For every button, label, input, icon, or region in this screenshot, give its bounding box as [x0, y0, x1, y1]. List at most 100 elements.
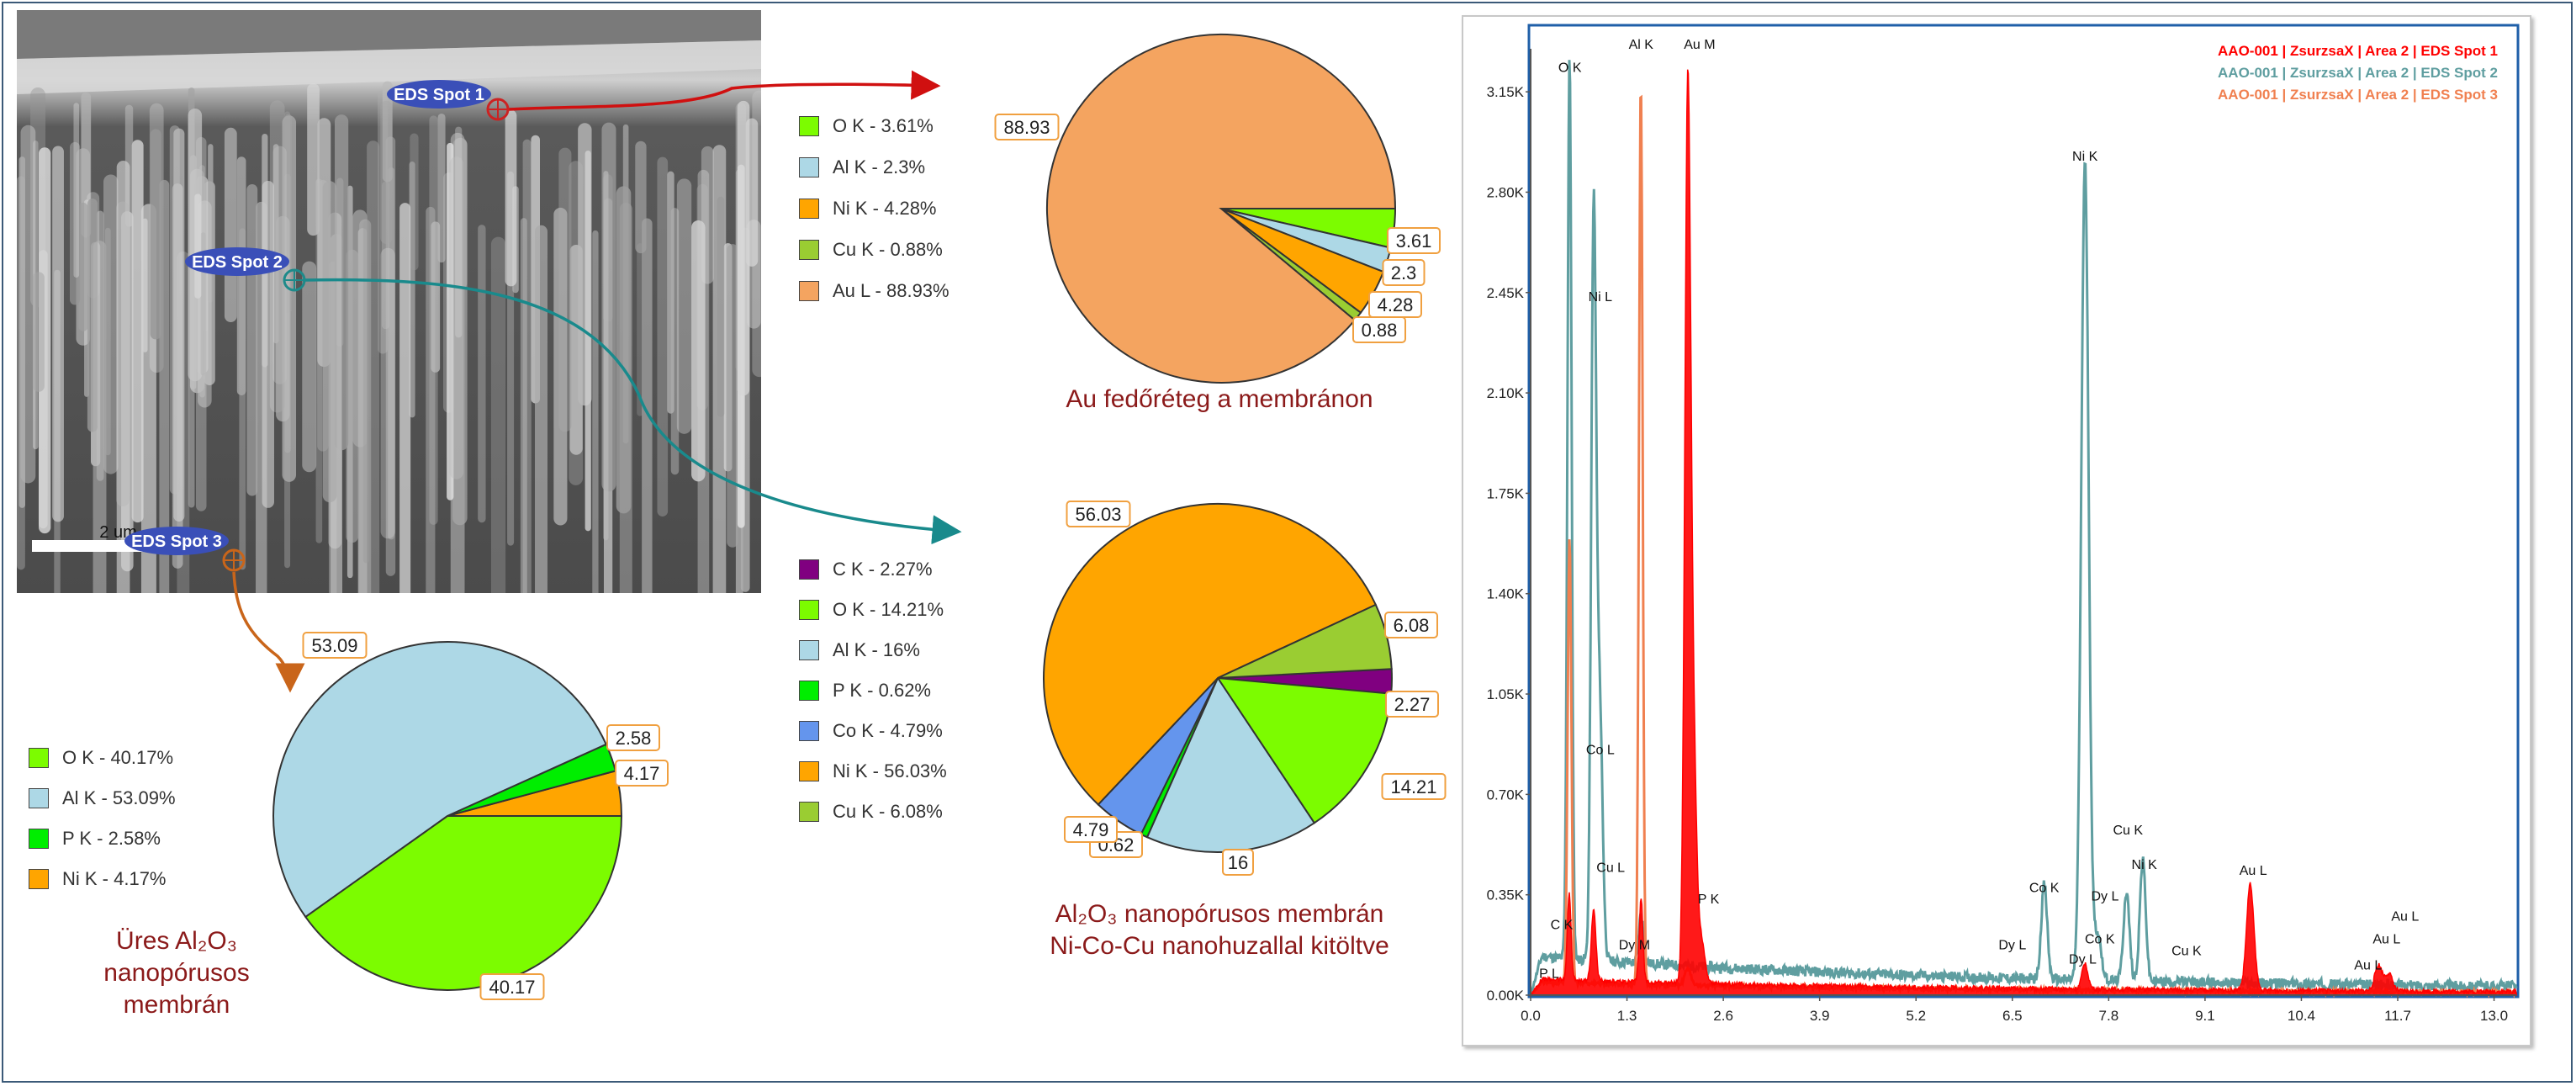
eds-spot-1: EDS Spot 1	[387, 80, 510, 121]
pie-value-label: 53.09	[302, 632, 368, 659]
pie-slice-al-k	[272, 641, 608, 919]
spot3-connector	[232, 571, 305, 693]
x-tick-label: 10.4	[2288, 1008, 2315, 1024]
nanowire	[437, 113, 446, 263]
nanowire	[676, 178, 692, 434]
pie-slice-au-l	[1046, 33, 1397, 384]
nanowire	[691, 220, 706, 482]
nanowire	[359, 219, 372, 593]
peak-label: Cu K	[2113, 824, 2143, 838]
legend-swatch	[29, 869, 49, 889]
pie-value-label: 4.17	[615, 760, 669, 787]
legend-item: Au L - 88.93%	[799, 277, 949, 305]
legend-label: O K - 40.17%	[62, 747, 174, 768]
nanowire	[409, 161, 415, 418]
legend-swatch	[29, 788, 49, 808]
nanowire	[553, 207, 568, 526]
nanowire	[584, 150, 591, 532]
peak-label: C K	[1551, 919, 1574, 933]
nanowire	[667, 171, 674, 414]
legend-item: Ni K - 56.03%	[799, 757, 947, 786]
spectrum-legend-entry: AAO-001 | ZsurzsaX | Area 2 | EDS Spot 2	[2218, 65, 2498, 81]
x-tick-label: 3.9	[1810, 1008, 1830, 1024]
nanowire	[382, 181, 389, 330]
nanowire	[335, 114, 349, 451]
nanowire	[431, 221, 441, 373]
pie-chart-3: 40.17 53.09 2.58 4.17	[272, 632, 669, 1000]
legend-swatch	[799, 761, 819, 781]
legend-item: P K - 2.58%	[29, 824, 161, 853]
nanowire	[592, 230, 599, 593]
svg-text:56.03: 56.03	[1075, 504, 1121, 525]
nanowire	[717, 196, 725, 417]
nanowire	[426, 206, 436, 593]
nanowire	[410, 133, 419, 271]
peak-label: Co K	[2029, 881, 2060, 895]
legend-item: Ni K - 4.17%	[29, 865, 167, 893]
peak-label: Ni L	[1589, 290, 1613, 305]
legend-label: P K - 0.62%	[833, 680, 931, 701]
peak-label: Co K	[2085, 933, 2115, 947]
eds-spot-2: EDS Spot 2	[185, 247, 306, 292]
peak-label: Ni K	[2132, 858, 2158, 872]
pie-value-label: 16	[1222, 849, 1254, 876]
x-tick-label: 9.1	[2195, 1008, 2215, 1024]
legend-label: Ni K - 4.28%	[833, 198, 937, 219]
legend-item: C K - 2.27%	[799, 555, 933, 584]
peak-label: Au L	[2354, 958, 2382, 972]
legend-swatch	[799, 802, 819, 822]
nanowire	[642, 218, 653, 593]
nanowire	[505, 109, 517, 287]
pie-value-label: 2.3	[1382, 259, 1426, 286]
eds-spot-2-label: EDS Spot 2	[192, 253, 283, 272]
peak-label: Au L	[2372, 933, 2400, 947]
nanowire	[236, 156, 246, 395]
y-tick-label: 1.05K	[1487, 686, 1525, 702]
y-tick-label: 2.45K	[1487, 285, 1525, 301]
legend-item: Al K - 53.09%	[29, 784, 176, 813]
nanowire	[657, 156, 669, 517]
legend-label: Co K - 4.79%	[833, 720, 943, 741]
nanowire	[747, 220, 761, 329]
caption-spot2: Al₂O₃ nanopórusos membrán Ni-Co-Cu nanoh…	[997, 898, 1442, 962]
nanowire	[116, 201, 130, 506]
eds-spot-3: EDS Spot 3	[124, 527, 246, 572]
y-tick-label: 0.35K	[1487, 887, 1525, 903]
legend-swatch	[799, 721, 819, 741]
pie-value-label: 2.27	[1385, 691, 1439, 718]
nanowire	[616, 186, 632, 514]
legend-label: C K - 2.27%	[833, 559, 933, 580]
spot1-connector	[508, 70, 941, 111]
pie-slice-ni-k	[1043, 503, 1378, 806]
legend-item: Al K - 2.3%	[799, 153, 925, 182]
x-tick-label: 0.0	[1521, 1008, 1541, 1024]
legend-swatch	[799, 199, 819, 219]
nanowire	[522, 139, 532, 593]
legend-label: Al K - 16%	[833, 639, 920, 660]
caption-spot3-line1: Üres Al₂O₃	[116, 927, 237, 955]
legend-swatch	[799, 559, 819, 580]
y-tick-label: 0.00K	[1487, 988, 1525, 1004]
pie-value-label: 40.17	[479, 973, 545, 1000]
legend-item: Ni K - 4.28%	[799, 194, 937, 223]
svg-text:6.08: 6.08	[1394, 615, 1430, 636]
nanowire	[490, 236, 506, 593]
legend-swatch	[799, 681, 819, 701]
spectrum-series-spot1	[1529, 69, 2517, 996]
nanowire	[380, 100, 393, 244]
legend-label: Cu K - 0.88%	[833, 239, 943, 260]
svg-text:4.17: 4.17	[624, 763, 660, 784]
pie-chart-1: 3.61 2.3 4.28 0.88 88.93	[994, 33, 1441, 384]
legend-label: Cu K - 6.08%	[833, 801, 943, 822]
y-tick-label: 2.10K	[1487, 385, 1525, 401]
legend-swatch	[799, 157, 819, 177]
nanowire	[302, 261, 317, 473]
nanowire	[727, 244, 738, 548]
nanowire	[104, 227, 111, 456]
peak-label: P K	[1698, 893, 1720, 907]
spectrum-legend-entry: AAO-001 | ZsurzsaX | Area 2 | EDS Spot 3	[2218, 87, 2498, 103]
caption-spot3-line2: nanopórusos	[103, 959, 250, 987]
svg-text:53.09: 53.09	[311, 635, 357, 656]
svg-text:3.61: 3.61	[1396, 230, 1432, 252]
